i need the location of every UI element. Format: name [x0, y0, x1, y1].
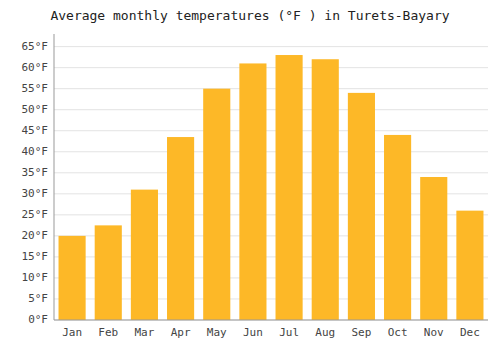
- grid-line: [54, 109, 488, 110]
- grid-line: [54, 130, 488, 131]
- x-axis-line: [54, 320, 488, 321]
- grid-line: [54, 67, 488, 68]
- bar: [420, 177, 447, 320]
- y-tick-label: 5°F: [28, 292, 48, 305]
- x-tick-label: Jun: [243, 326, 263, 339]
- grid-line: [54, 151, 488, 152]
- x-tick-label: Aug: [315, 326, 335, 339]
- background: [0, 0, 500, 350]
- y-tick-label: 20°F: [22, 229, 49, 242]
- y-axis: 0°F 5°F 10°F 15°F 20°F 25°F 30°F 35°F 40°F 45°F 50…: [22, 34, 55, 326]
- bar: [203, 89, 230, 320]
- bar: [384, 135, 411, 320]
- bar: [95, 225, 122, 320]
- bar: [456, 211, 483, 320]
- chart: 0°F 5°F 10°F 15°F 20°F 25°F 30°F 35°F 40°F 45°F 50…: [0, 0, 500, 350]
- x-axis: Jan Feb Mar Apr May Jun Jul Aug Sep Oct Nov Dec: [54, 320, 488, 339]
- grid: [54, 47, 488, 320]
- y-tick-label: 25°F: [22, 208, 49, 221]
- y-tick-label: 35°F: [22, 166, 49, 179]
- bar: [131, 190, 158, 320]
- grid-line: [54, 88, 488, 89]
- bar: [59, 236, 86, 320]
- page: {"chart_data": {"type": "bar", "title": …: [0, 0, 500, 350]
- bar: [239, 63, 266, 320]
- x-tick-label: Jul: [279, 326, 299, 339]
- y-axis-line: [54, 34, 55, 320]
- bar: [348, 93, 375, 320]
- bar: [167, 137, 194, 320]
- y-tick-label: 30°F: [22, 187, 49, 200]
- y-tick-label: 45°F: [22, 124, 49, 137]
- y-tick-label: 15°F: [22, 250, 49, 263]
- bar: [276, 55, 303, 320]
- grid-line: [54, 172, 488, 173]
- x-tick-label: Dec: [460, 326, 480, 339]
- y-tick-label: 50°F: [22, 103, 49, 116]
- title: Average monthly temperatures (°F ) in Tu…: [50, 8, 449, 23]
- x-tick-label: Mar: [134, 326, 154, 339]
- y-tick-label: 10°F: [22, 271, 49, 284]
- y-tick-label: 55°F: [22, 82, 49, 95]
- y-tick-label: 40°F: [22, 145, 49, 158]
- bar: [312, 59, 339, 320]
- x-tick-label: Oct: [388, 326, 408, 339]
- x-tick-label: Apr: [171, 326, 191, 339]
- bars: [59, 55, 484, 320]
- y-tick-label: 60°F: [22, 61, 49, 74]
- x-tick-label: Nov: [424, 326, 444, 339]
- x-tick-label: Sep: [351, 326, 371, 339]
- x-tick-label: May: [207, 326, 227, 339]
- grid-line: [54, 320, 488, 321]
- x-tick-label: Feb: [98, 326, 118, 339]
- y-tick-label: 65°F: [22, 40, 49, 53]
- grid-line: [54, 46, 488, 47]
- y-tick-label: 0°F: [28, 313, 48, 326]
- x-tick-label: Jan: [62, 326, 82, 339]
